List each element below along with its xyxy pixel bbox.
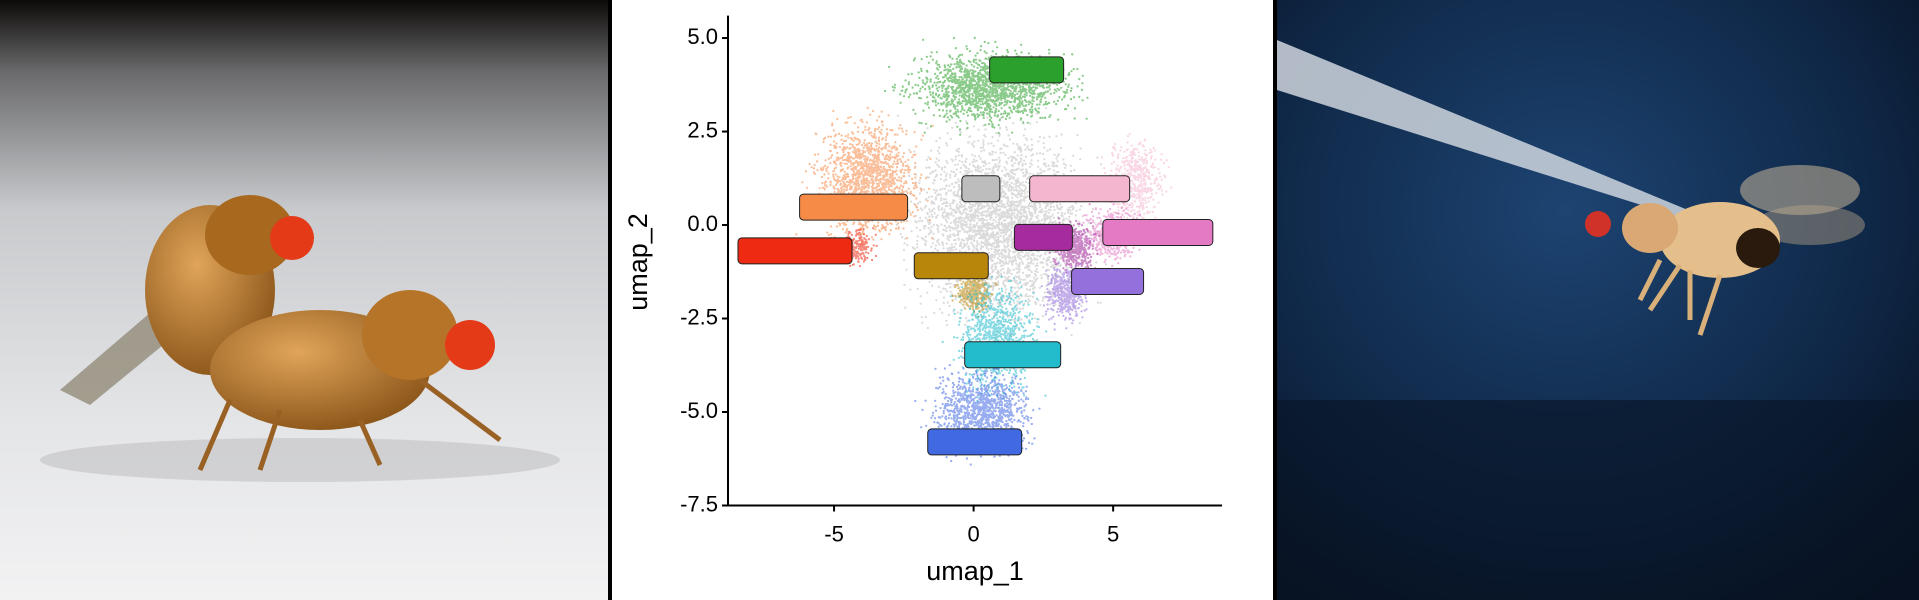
cluster-label-box: [927, 428, 1023, 456]
x-axis-title: umap_1: [926, 556, 1024, 586]
right-photo: [1277, 0, 1919, 600]
y-tick-label: -5.0: [680, 398, 718, 423]
x-tick-label: -5: [824, 521, 844, 546]
x-tick-label: 0: [967, 521, 979, 546]
plot: umap_1 umap_2 5.0 2.5 0.0 -2.5 -5.0 -7.5 -5 0 5: [623, 15, 1222, 586]
divider: [608, 0, 612, 600]
cluster-label-box: [989, 56, 1065, 84]
cluster-label-box: [913, 252, 989, 280]
y-tick-label: -7.5: [680, 491, 718, 516]
cluster-label-box: [799, 193, 909, 221]
y-tick-label: 2.5: [687, 117, 718, 142]
cluster-label-box: [1013, 223, 1073, 251]
y-tick-label: 5.0: [687, 24, 718, 49]
y-axis-title: umap_2: [623, 213, 653, 311]
cluster-label-box: [1029, 175, 1131, 203]
cluster-label-box: [964, 341, 1062, 369]
y-tick-label: -2.5: [680, 304, 718, 329]
plot-panel: [612, 0, 1273, 600]
cluster-label-box: [961, 175, 1001, 203]
cluster-label-box: [737, 237, 853, 265]
cluster-label-box: [1071, 267, 1145, 295]
x-tick-label: 5: [1107, 521, 1119, 546]
left-photo: [0, 0, 608, 600]
cluster-label-box: [1102, 219, 1214, 247]
y-tick-label: 0.0: [687, 211, 718, 236]
divider: [1273, 0, 1277, 600]
